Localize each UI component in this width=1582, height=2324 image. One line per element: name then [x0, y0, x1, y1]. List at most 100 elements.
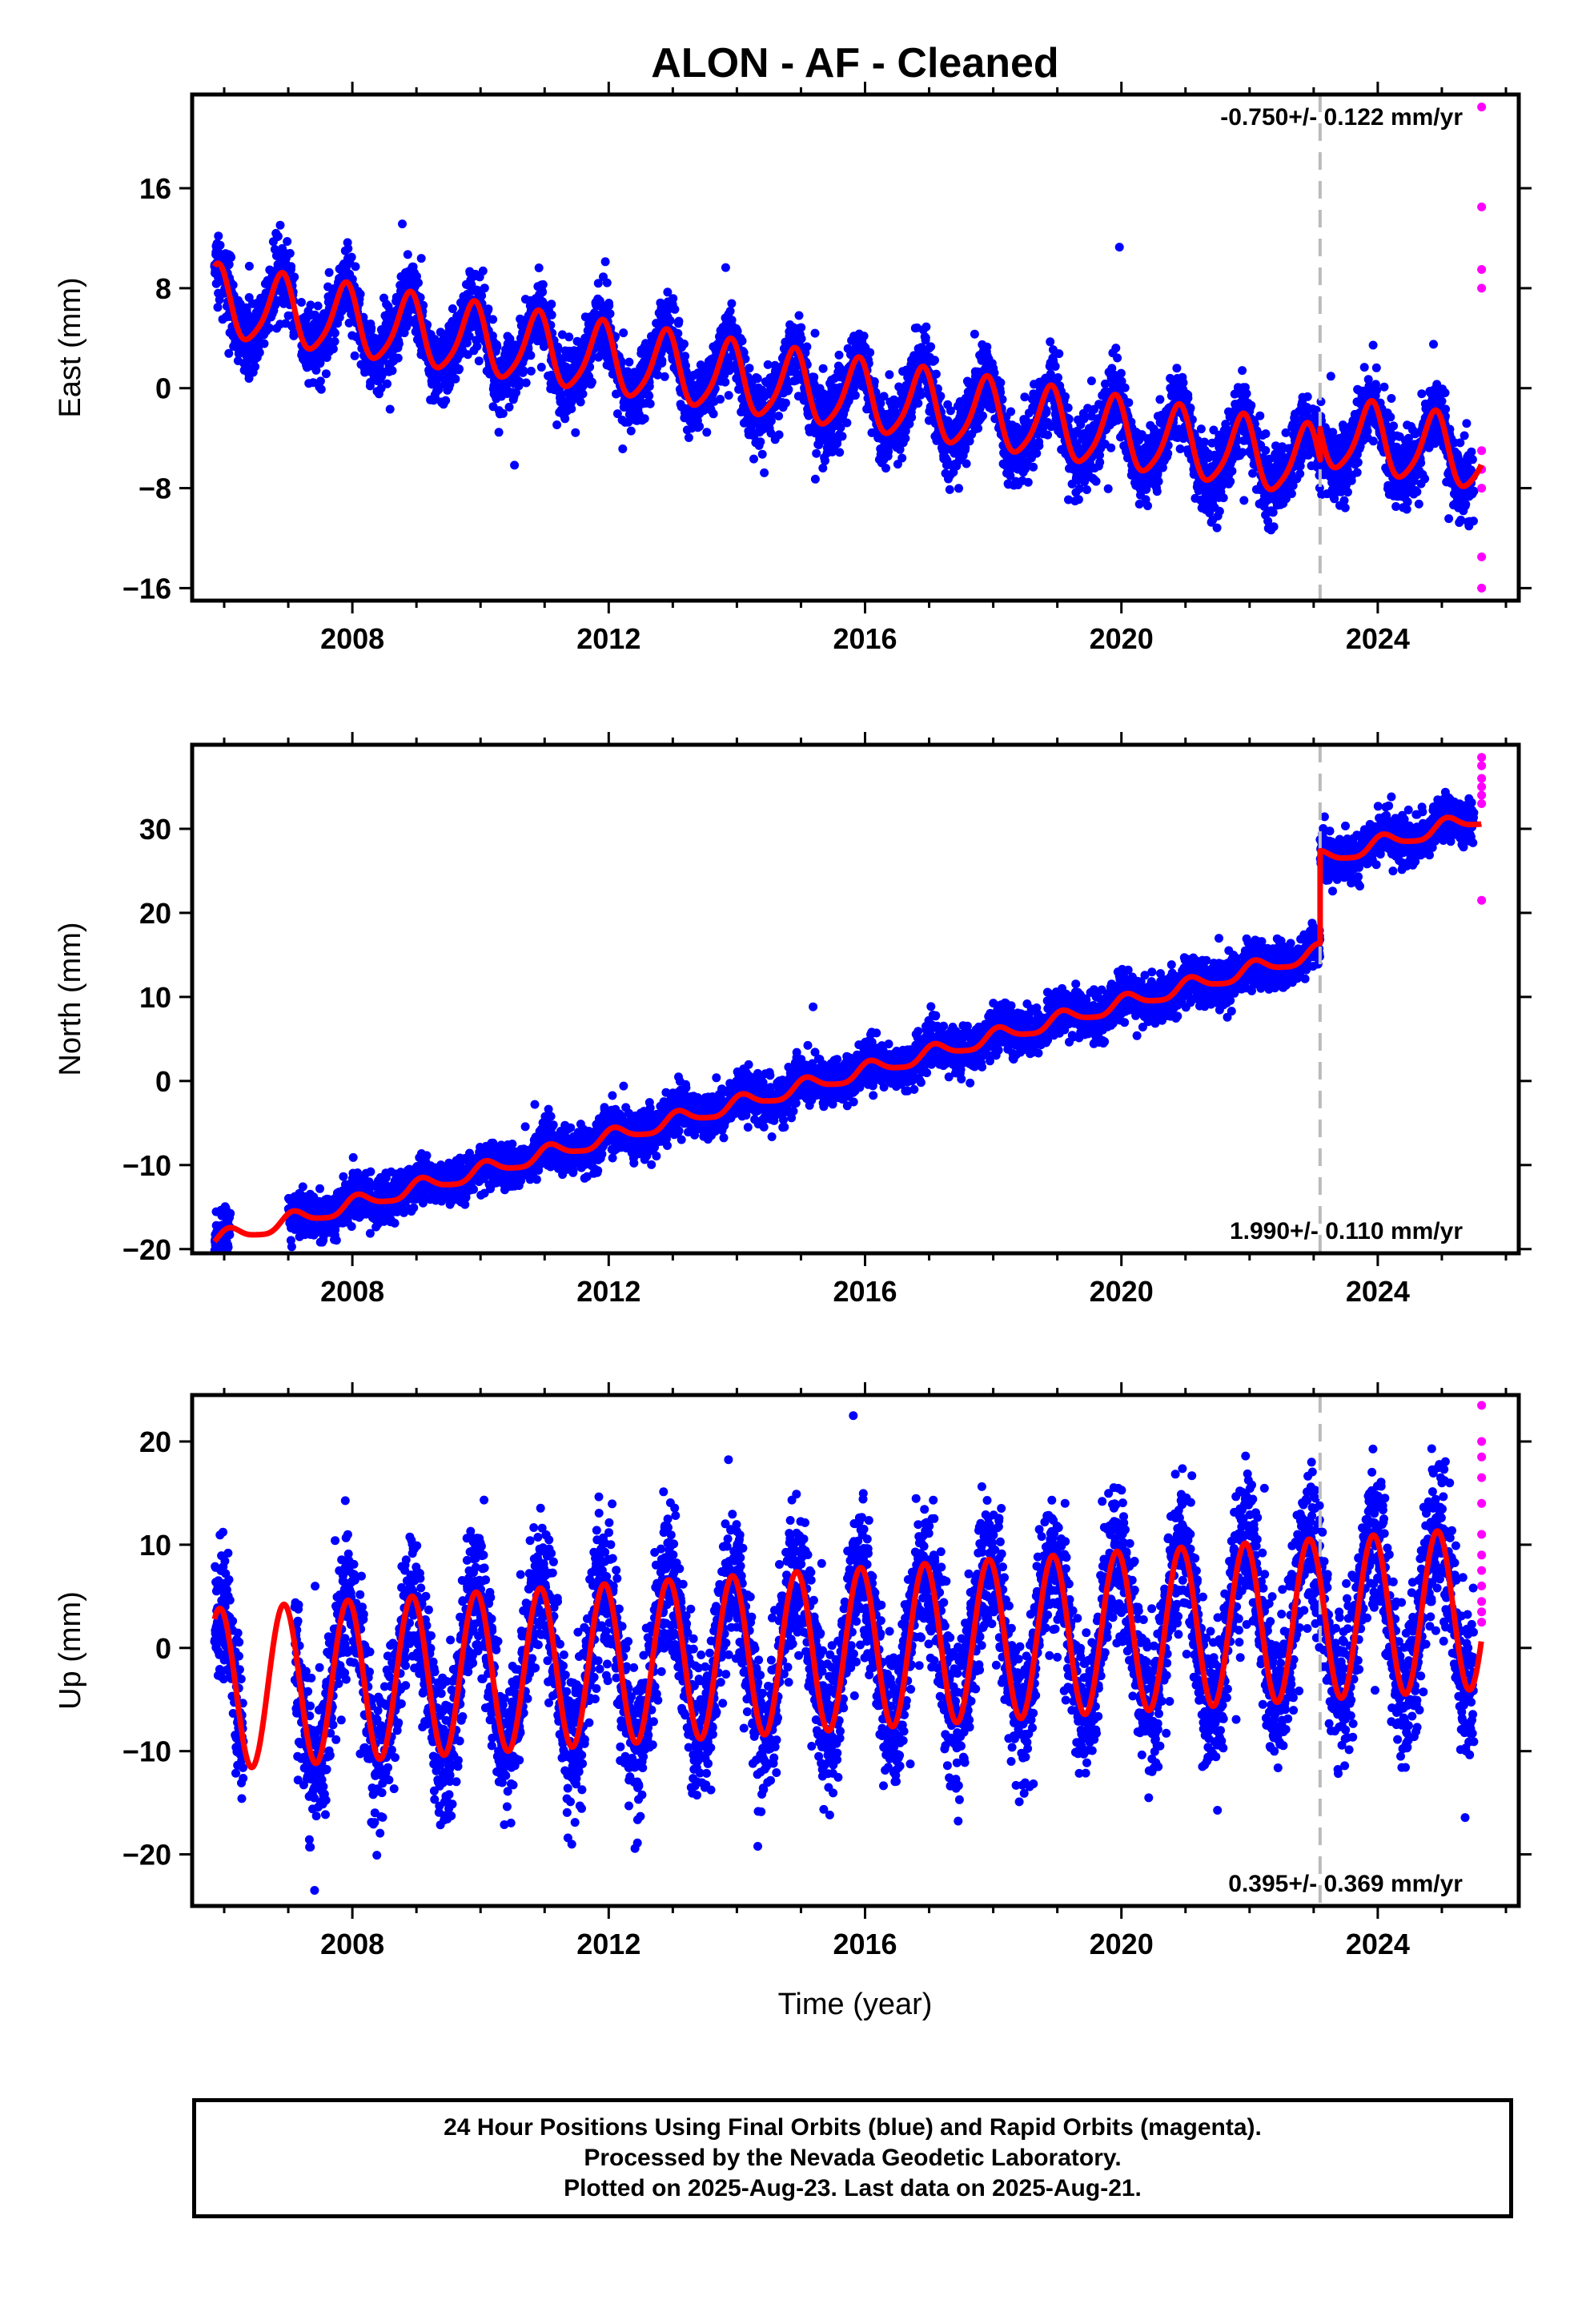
final-orbit-point [810, 474, 820, 484]
final-orbit-point [526, 351, 536, 360]
final-orbit-point [571, 428, 580, 437]
final-orbit-point [512, 388, 520, 397]
final-orbit-point [287, 262, 296, 271]
final-orbit-point [526, 366, 536, 376]
final-orbit-point [313, 301, 323, 311]
final-orbit-point [602, 278, 612, 287]
final-orbit-point [434, 385, 444, 395]
final-orbit-point [580, 380, 589, 389]
final-orbit-point [1086, 376, 1096, 386]
final-orbit-point [464, 332, 474, 341]
final-orbit-point [285, 248, 295, 258]
plot-area [210, 94, 1487, 601]
final-orbit-point [859, 332, 869, 341]
final-orbit-point [954, 484, 963, 493]
final-orbit-point [931, 369, 941, 379]
final-orbit-point [324, 267, 334, 277]
final-orbit-point [478, 266, 488, 275]
figure-title: ALON - AF - Cleaned [651, 40, 1058, 86]
final-orbit-point [315, 376, 325, 386]
final-orbit-point [674, 316, 684, 326]
final-orbit-point [228, 280, 238, 290]
final-orbit-point [753, 374, 762, 384]
final-orbit-point [936, 392, 946, 401]
final-orbit-point [978, 411, 987, 420]
final-orbit-point [376, 384, 386, 393]
final-orbit-point [1061, 392, 1070, 401]
final-orbit-point [538, 287, 548, 297]
final-orbit-point [1196, 424, 1206, 434]
final-orbit-point [737, 336, 747, 346]
final-orbit-point [505, 334, 515, 344]
final-orbit-point [821, 456, 829, 465]
final-orbit-point [1082, 485, 1091, 494]
final-orbit-point [316, 384, 326, 394]
final-orbit-point [1023, 477, 1033, 487]
final-orbit-point [1172, 364, 1182, 373]
final-orbit-point [328, 344, 338, 354]
final-orbit-point [474, 356, 484, 366]
final-orbit-point [837, 432, 847, 441]
final-orbit-point [403, 250, 412, 259]
final-orbit-point [367, 324, 376, 333]
final-orbit-point [721, 377, 730, 387]
final-orbit-point [665, 316, 675, 325]
final-orbit-point [552, 420, 562, 429]
final-orbit-point [347, 252, 356, 262]
final-orbit-point [766, 416, 776, 426]
final-orbit-point [560, 414, 570, 424]
final-orbit-point [547, 310, 556, 320]
final-orbit-point [441, 396, 451, 405]
final-orbit-point [224, 348, 234, 358]
final-orbit-point [1006, 407, 1016, 416]
final-orbit-point [885, 370, 894, 380]
final-orbit-point [214, 231, 223, 241]
final-orbit-point [519, 366, 528, 376]
final-orbit-point [492, 342, 502, 352]
final-orbit-point [398, 219, 407, 229]
final-orbit-point [1034, 441, 1044, 451]
final-orbit-point [462, 338, 472, 348]
final-orbit-point [451, 374, 460, 384]
final-orbit-point [618, 444, 628, 453]
final-orbit-point [600, 257, 610, 267]
final-orbit-point [680, 340, 689, 348]
final-orbit-point [215, 240, 225, 250]
final-orbit-point [970, 329, 979, 339]
final-orbit-point [306, 300, 315, 310]
final-orbit-point [774, 412, 784, 420]
final-orbit-point [996, 378, 1006, 388]
final-orbit-point [781, 398, 790, 408]
final-orbit-point [794, 311, 804, 320]
final-orbit-point [1063, 403, 1073, 412]
final-orbit-point [818, 364, 828, 373]
final-orbit-point [593, 279, 603, 288]
final-orbit-point [974, 424, 983, 433]
final-orbit-point [681, 352, 690, 361]
final-orbit-point [881, 464, 890, 473]
final-orbit-point [564, 332, 574, 342]
final-orbit-point [587, 377, 596, 387]
final-orbit-point [721, 263, 730, 272]
final-orbit-point [962, 459, 971, 468]
final-orbit-point [1091, 476, 1101, 486]
final-orbit-point [273, 231, 283, 241]
final-orbit-point [393, 353, 403, 363]
final-orbit-point [645, 399, 655, 408]
final-orbit-point [1020, 392, 1030, 402]
final-orbit-point [244, 261, 254, 271]
final-orbit-point [749, 454, 758, 464]
final-orbit-point [585, 362, 595, 372]
final-orbit-point [484, 304, 493, 314]
final-orbit-point [538, 279, 548, 289]
final-orbit-point [1155, 395, 1165, 404]
final-orbit-point [480, 283, 489, 293]
final-orbit-point [1200, 437, 1209, 447]
final-orbit-point [255, 348, 264, 357]
final-orbit-point [404, 307, 414, 316]
final-orbit-point [350, 351, 359, 360]
final-orbit-point [756, 437, 765, 447]
final-orbit-point [1054, 373, 1062, 382]
final-orbit-point [1154, 476, 1163, 486]
